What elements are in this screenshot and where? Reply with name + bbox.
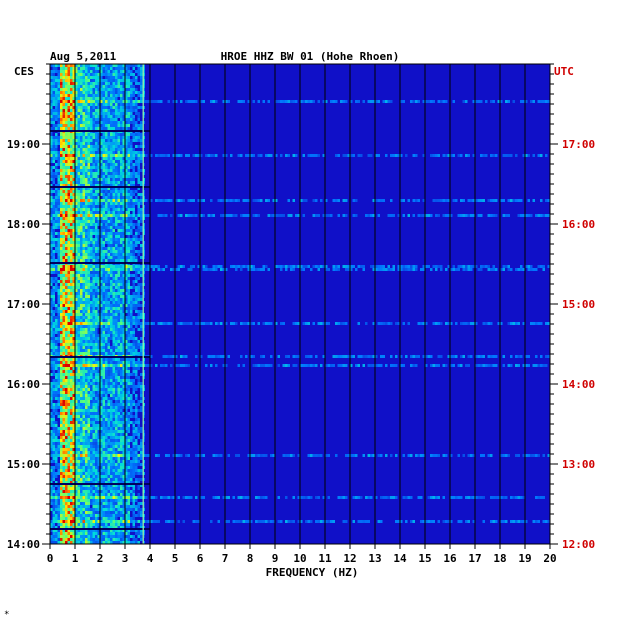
x-tick-label: 11 (318, 552, 332, 565)
left-tick-label: 14:00 (7, 538, 40, 551)
right-tick-label: 16:00 (562, 218, 595, 231)
x-tick-label: 6 (197, 552, 204, 565)
x-tick-label: 15 (418, 552, 431, 565)
right-tick-label: 14:00 (562, 378, 595, 391)
x-tick-label: 10 (293, 552, 306, 565)
x-tick-label: 2 (97, 552, 104, 565)
chart-title: HROE HHZ BW 01 (Hohe Rhoen) (221, 50, 400, 63)
right-axis-label: UTC (554, 65, 574, 78)
x-tick-label: 14 (393, 552, 407, 565)
x-tick-label: 13 (368, 552, 381, 565)
left-tick-label: 16:00 (7, 378, 40, 391)
x-tick-label: 17 (468, 552, 481, 565)
x-tick-label: 18 (493, 552, 506, 565)
x-tick-label: 16 (443, 552, 457, 565)
x-tick-label: 5 (172, 552, 179, 565)
x-tick-label: 8 (247, 552, 254, 565)
left-tick-label: 19:00 (7, 138, 40, 151)
chart-date: Aug 5,2011 (50, 50, 117, 63)
spectral-line (142, 64, 144, 544)
x-tick-label: 0 (47, 552, 54, 565)
x-tick-label: 1 (72, 552, 79, 565)
x-tick-label: 12 (343, 552, 356, 565)
right-tick-label: 15:00 (562, 298, 595, 311)
grid-and-axes: 0 1 2 3 4 5 6 7 8 9 10 11 12 13 14 15 16 17 18 19 2019:0018:… (7, 63, 595, 565)
x-tick-label: 4 (147, 552, 154, 565)
right-tick-label: 17:00 (562, 138, 595, 151)
left-axis-label: CES (14, 65, 34, 78)
x-tick-label: 20 (543, 552, 556, 565)
footer-mark: * (4, 610, 9, 620)
left-tick-label: 17:00 (7, 298, 40, 311)
left-tick-label: 18:00 (7, 218, 40, 231)
x-tick-label: 3 (122, 552, 129, 565)
x-tick-label: 19 (518, 552, 531, 565)
right-tick-label: 13:00 (562, 458, 595, 471)
x-axis-label: FREQUENCY (HZ) (266, 566, 359, 579)
left-tick-label: 15:00 (7, 458, 40, 471)
right-tick-label: 12:00 (562, 538, 595, 551)
x-tick-label: 9 (272, 552, 279, 565)
x-tick-label: 7 (222, 552, 229, 565)
spectrogram-texture (50, 64, 550, 544)
